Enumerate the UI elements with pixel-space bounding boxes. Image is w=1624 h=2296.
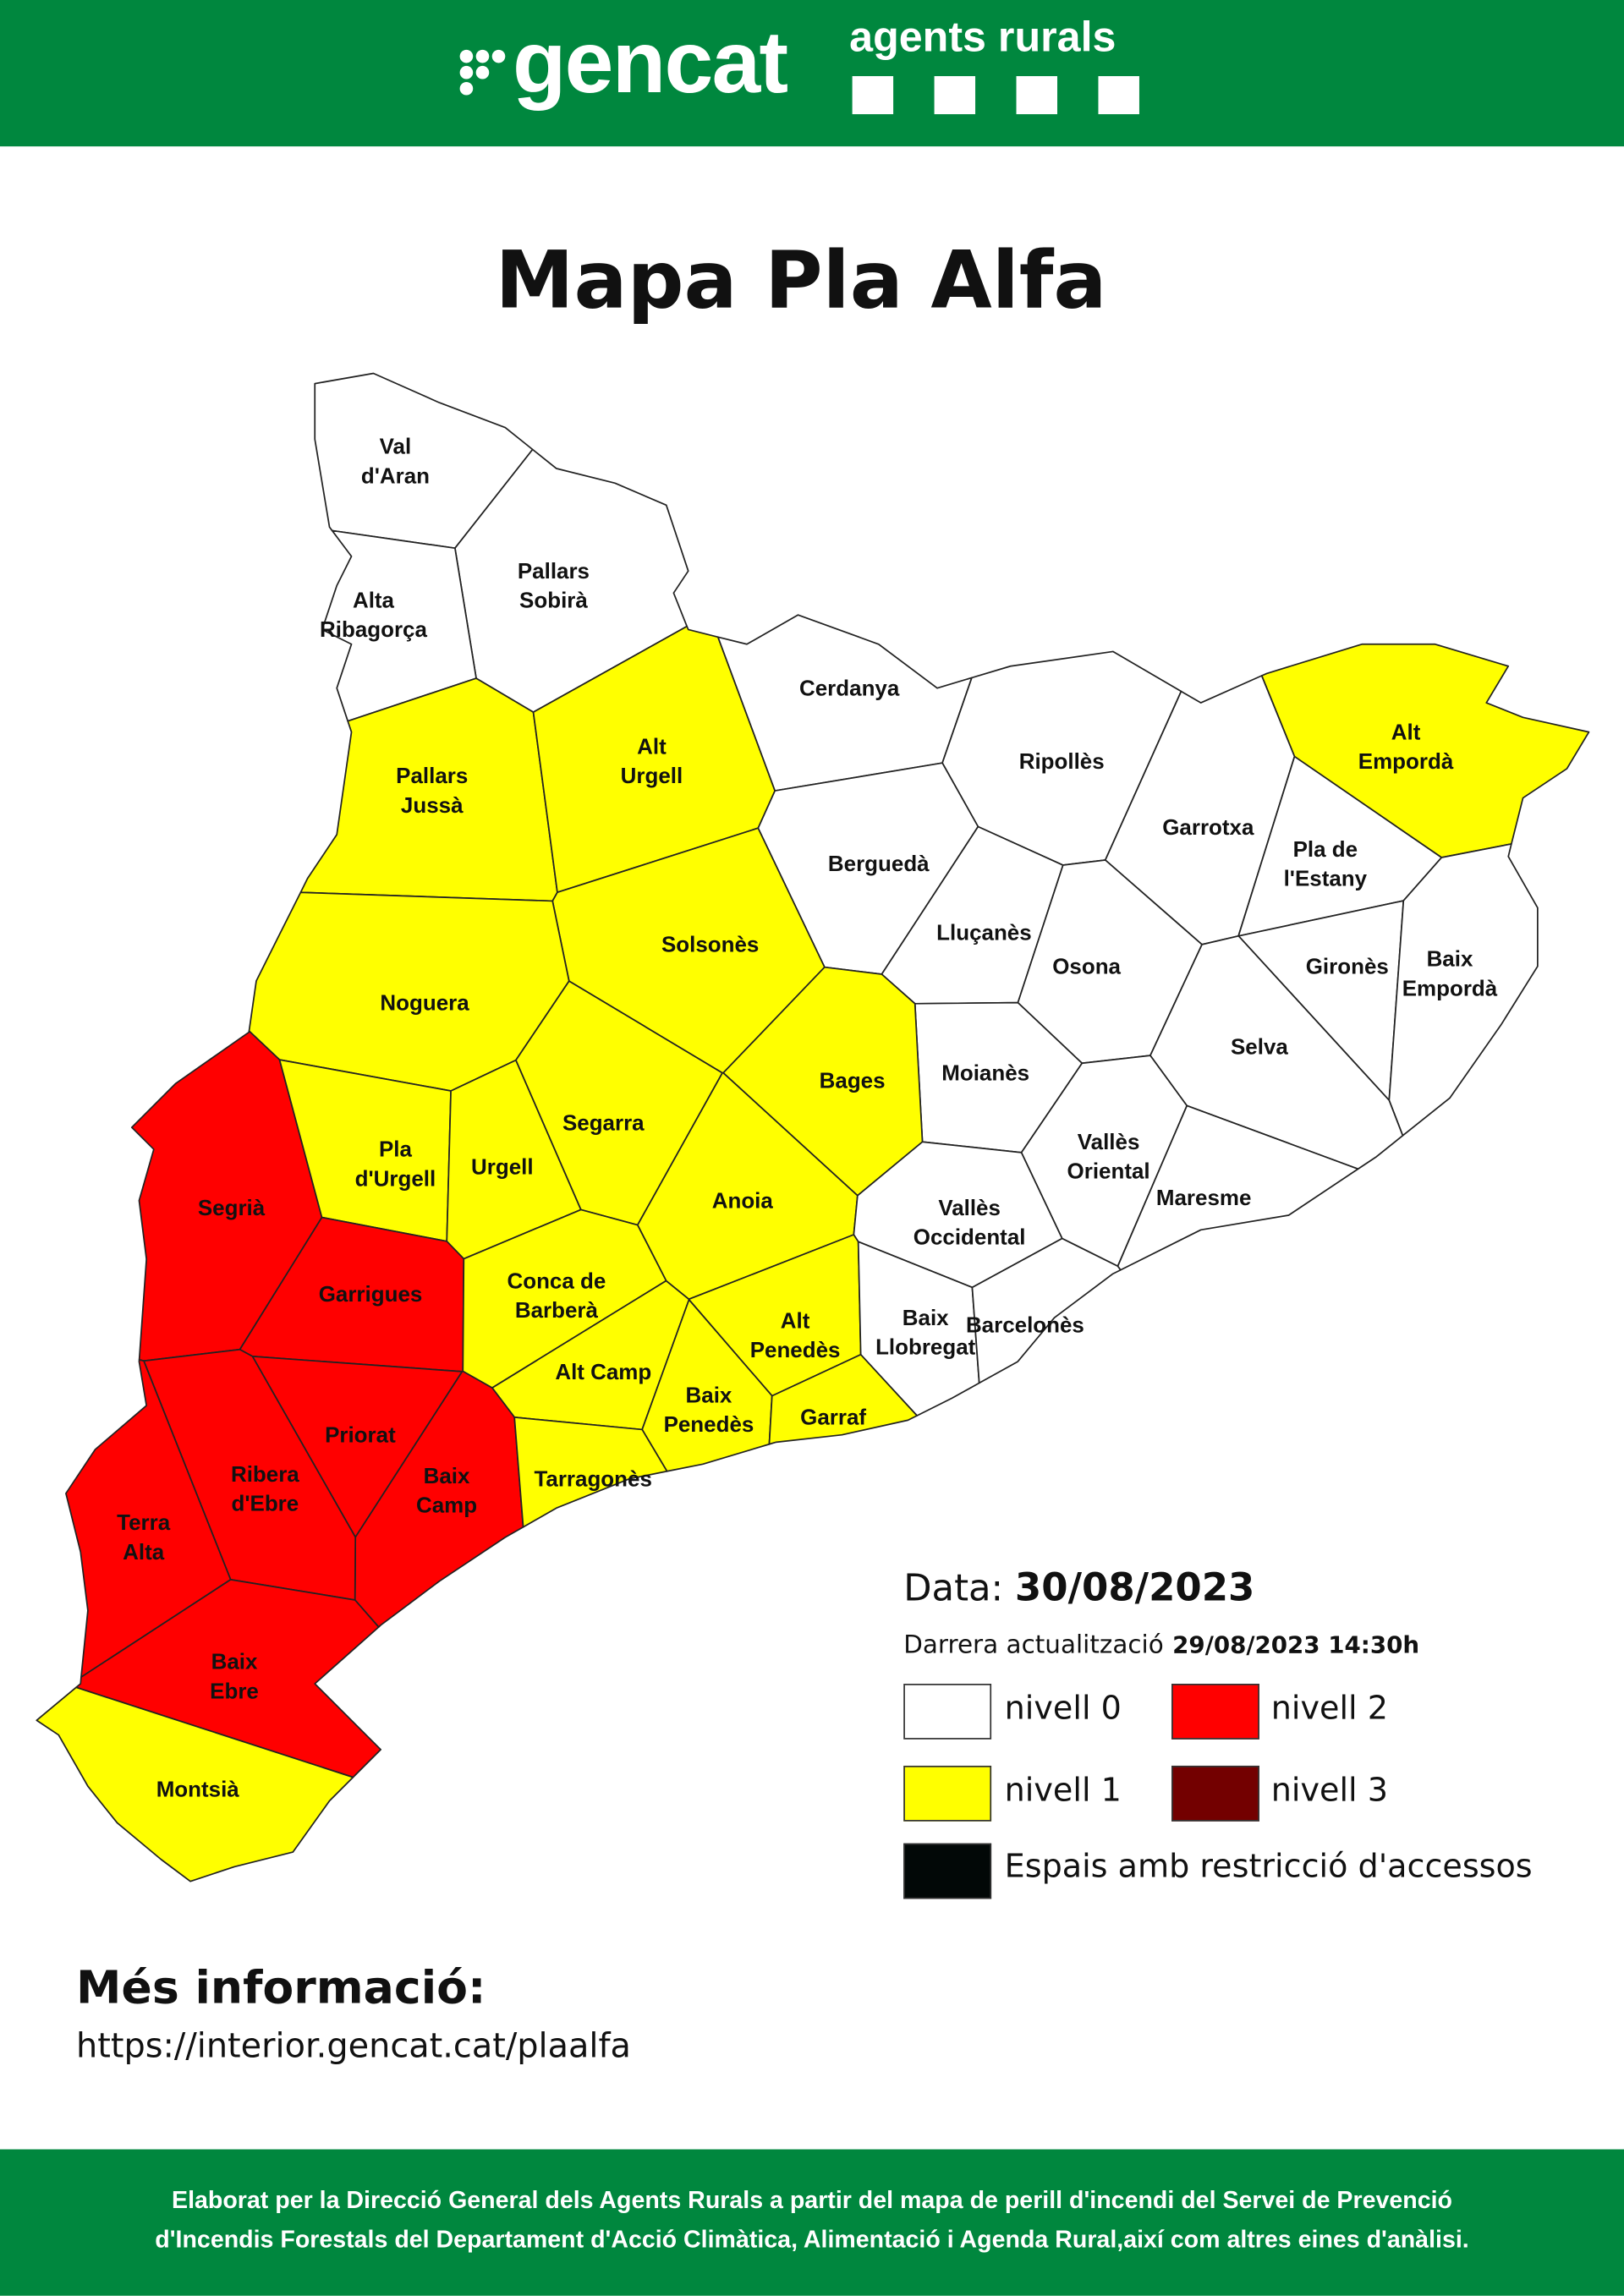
comarca-montsià[interactable] — [36, 1686, 354, 1882]
comarca-alta-ribagorça[interactable] — [321, 529, 477, 722]
logo-square — [1098, 76, 1139, 115]
legend-date: Data: 30/08/2023 — [903, 1566, 1255, 1611]
legend-label-nivell-3: nivell 3 — [1270, 1773, 1388, 1810]
agents-rurals-logo: agents rurals — [849, 14, 1116, 62]
legend-label-nivell-2: nivell 2 — [1270, 1690, 1388, 1728]
swatch-nivell-1 — [903, 1765, 992, 1822]
comarca-label: Ribagorça — [320, 616, 427, 642]
footer-line: d'Incendis Forestals del Departament d'A… — [155, 2227, 1469, 2254]
legend-label-nivell-0: nivell 0 — [1004, 1690, 1122, 1728]
comarca-label: Lluçanès — [936, 919, 1032, 945]
legend-update: Darrera actualització 29/08/2023 14:30h — [903, 1630, 1420, 1661]
comarca-label: Terra — [117, 1510, 171, 1535]
comarca-label: Solsonès — [661, 931, 759, 956]
swatch-nivell-3 — [1171, 1765, 1259, 1822]
swatch-restricted — [903, 1843, 992, 1899]
comarca-label: Baix — [424, 1463, 470, 1488]
comarca-label: Vallès — [938, 1195, 1001, 1220]
comarca-label: Vallès — [1078, 1129, 1140, 1154]
legend-label-restricted: Espais amb restricció d'accessos — [1004, 1849, 1533, 1886]
comarca-label: d'Ebre — [231, 1491, 299, 1516]
legend-label-nivell-1: nivell 1 — [1004, 1773, 1122, 1810]
swatch-nivell-2 — [1171, 1683, 1259, 1740]
comarca-label: d'Aran — [361, 463, 430, 488]
comarca-garraf[interactable] — [768, 1353, 919, 1445]
header-banner: gencat agents rurals — [0, 0, 1624, 147]
comarca-label: Urgell — [621, 763, 683, 788]
logo-square — [852, 76, 894, 115]
comarca-label: Priorat — [325, 1422, 396, 1447]
comarca-label: Noguera — [380, 990, 469, 1016]
comarca-label: Occidental — [914, 1225, 1026, 1250]
comarca-label: Anoia — [712, 1187, 774, 1213]
comarca-label: Alt — [781, 1307, 810, 1333]
comarca-label: Pallars — [396, 763, 468, 788]
comarca-label: Ribera — [231, 1461, 299, 1487]
logo-square — [934, 76, 976, 115]
comarca-label: Alt — [637, 734, 667, 759]
comarca-label: Garrotxa — [1162, 814, 1254, 840]
comarca-barcelonès[interactable] — [971, 1237, 1122, 1384]
comarca-label: Bages — [820, 1067, 886, 1093]
comarca-baix-empordà[interactable] — [1388, 843, 1539, 1137]
comarca-label: Montsià — [156, 1776, 240, 1801]
comarca-label: Val — [380, 434, 412, 459]
comarca-label: Pallars — [518, 558, 590, 584]
comarca-label: Cerdanya — [799, 675, 900, 700]
comarca-selva[interactable] — [1149, 934, 1404, 1170]
comarca-tarragonès[interactable] — [513, 1417, 668, 1528]
comarca-label: Alta — [123, 1539, 165, 1564]
comarca-label: Baix — [903, 1305, 949, 1330]
comarca-label: Osona — [1052, 953, 1121, 978]
comarca-label: Barberà — [515, 1297, 599, 1323]
comarca-label: Camp — [416, 1492, 477, 1517]
comarca-label: Garraf — [800, 1405, 866, 1430]
comarca-label: Pla de — [1293, 836, 1358, 862]
comarca-label: Oriental — [1067, 1159, 1150, 1184]
comarca-label: Segrià — [198, 1195, 266, 1220]
comarca-label: Jussà — [401, 792, 464, 818]
comarca-label: Llobregat — [875, 1334, 976, 1359]
comarca-label: Empordà — [1402, 975, 1498, 1000]
footer-banner: Elaborat per la Direcció General dels Ag… — [0, 2149, 1624, 2296]
logo-square — [1016, 76, 1057, 115]
comarca-label: l'Estany — [1284, 865, 1368, 890]
comarca-label: Sobirà — [519, 587, 588, 612]
footer-line: Elaborat per la Direcció General dels Ag… — [172, 2187, 1452, 2214]
comarca-label: Empordà — [1358, 748, 1454, 774]
comarca-baix-ebre[interactable] — [75, 1579, 382, 1778]
gencat-logo: gencat — [512, 13, 788, 112]
comarca-label: Gironès — [1306, 953, 1389, 978]
page-title: Mapa Pla Alfa — [495, 234, 1107, 327]
comarca-label: Ripollès — [1019, 748, 1105, 774]
comarca-terra-alta[interactable] — [65, 1358, 232, 1679]
comarca-pallars-jussà[interactable] — [299, 677, 558, 902]
comarca-label: Urgell — [471, 1154, 534, 1180]
comarca-label: Penedès — [664, 1411, 754, 1437]
comarca-label: Barcelonès — [966, 1312, 1084, 1337]
comarca-label: Penedès — [750, 1337, 841, 1362]
swatch-nivell-0 — [903, 1683, 992, 1740]
more-info-link[interactable]: https://interior.gencat.cat/plaalfa — [76, 2027, 631, 2066]
comarca-label: Selva — [1231, 1034, 1288, 1060]
comarca-label: Baix — [1427, 946, 1473, 972]
comarca-label: Tarragonès — [534, 1466, 651, 1491]
more-info-heading: Més informació: — [76, 1961, 486, 2015]
comarca-label: Segarra — [562, 1110, 645, 1136]
comarca-label: Alt Camp — [555, 1359, 651, 1384]
comarca-label: Garrigues — [319, 1281, 423, 1307]
comarca-label: d'Urgell — [355, 1165, 436, 1191]
comarca-label: Pla — [379, 1137, 413, 1162]
comarca-label: Maresme — [1156, 1185, 1252, 1210]
comarca-label: Alt — [1391, 719, 1421, 744]
comarca-label: Baix — [211, 1649, 258, 1674]
comarca-label: Baix — [686, 1383, 732, 1408]
comarca-label: Ebre — [210, 1678, 259, 1703]
gencat-logo-icon — [459, 44, 506, 96]
comarca-label: Alta — [353, 587, 395, 612]
comarca-label: Moianès — [941, 1060, 1029, 1086]
comarca-label: Berguedà — [828, 851, 930, 876]
comarca-label: Conca de — [507, 1269, 606, 1294]
